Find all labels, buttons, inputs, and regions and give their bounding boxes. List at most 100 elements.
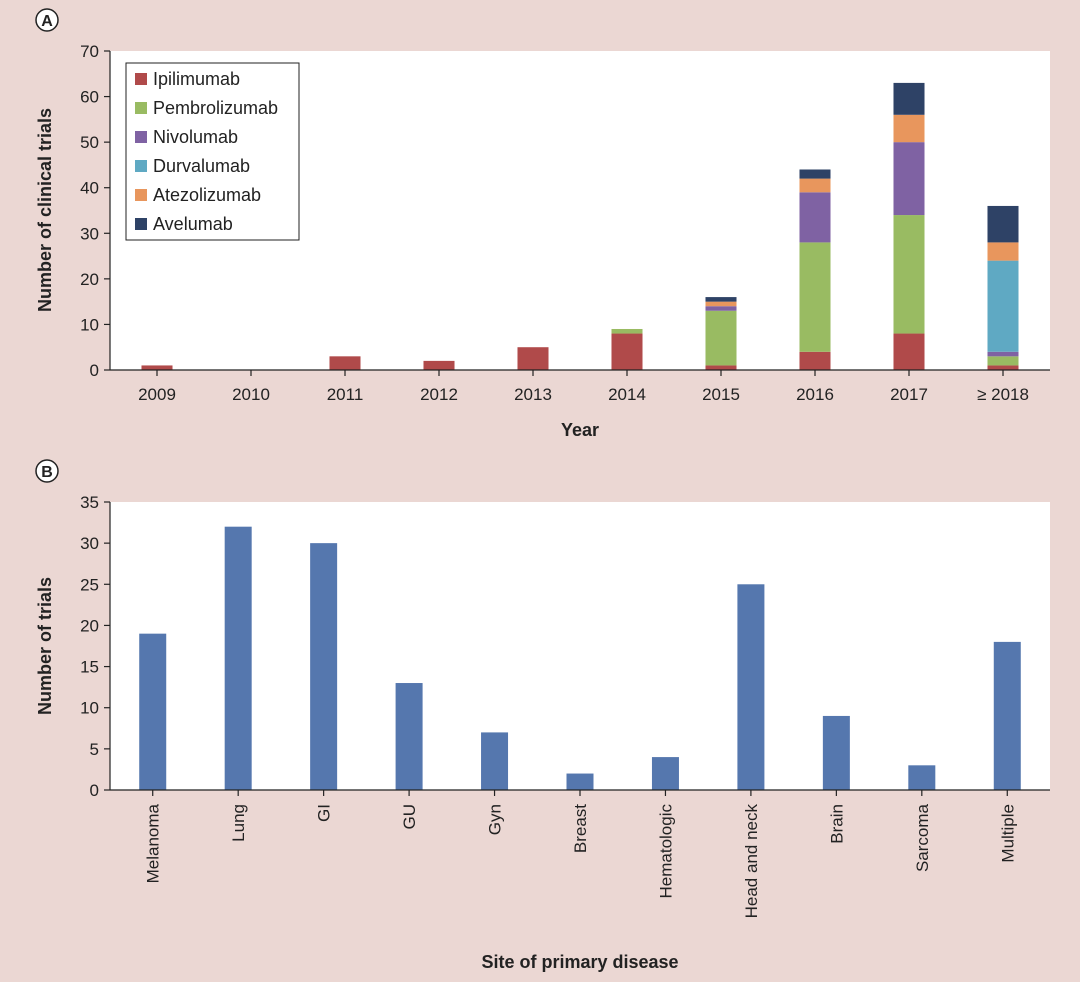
bar-pembrolizumab-2018 <box>987 356 1019 366</box>
bar-lung <box>224 526 252 790</box>
x-tick-label: Multiple <box>998 804 1017 863</box>
bar-atezolizumab-2016 <box>799 178 831 193</box>
legend-swatch-atezolizumab <box>135 189 147 201</box>
panel-a-label: A <box>41 13 53 30</box>
panel-a-y-axis-title: Number of clinical trials <box>35 108 55 312</box>
legend-swatch-avelumab <box>135 218 147 230</box>
panel-a-bars <box>141 82 1019 370</box>
x-tick-label: 2009 <box>138 385 176 404</box>
x-tick-label: ≥ 2018 <box>977 385 1029 404</box>
bar-atezolizumab-2018 <box>987 242 1019 261</box>
legend-swatch-durvalumab <box>135 160 147 172</box>
panel-b: B 0 5 10 15 20 25 30 35 Melanoma Lung GI GU Gyn Brea… <box>35 459 1050 972</box>
panel-a-legend: Ipilimumab Pembrolizumab Nivolumab Durvalum… <box>125 62 300 241</box>
panel-b-x-axis-title: Site of primary disease <box>481 952 678 972</box>
bar-multiple <box>993 641 1021 790</box>
y-tick-label: 20 <box>80 270 99 289</box>
y-tick-label: 0 <box>90 361 99 380</box>
bar-ipilimumab-2018 <box>987 365 1019 370</box>
bar-hematologic <box>651 757 679 790</box>
x-tick-label: Sarcoma <box>913 803 932 872</box>
bar-brain <box>822 715 850 790</box>
bar-nivolumab-2018 <box>987 351 1019 357</box>
bar-breast <box>566 773 594 790</box>
panel-a-x-ticks: 2009 2010 2011 2012 2013 2014 2015 2016 2017 ≥ 20… <box>138 370 1029 404</box>
bar-gi <box>310 543 338 790</box>
panel-b-y-axis-title: Number of trials <box>35 577 55 715</box>
y-tick-label: 10 <box>80 699 99 718</box>
bar-avelumab-2017 <box>893 82 925 115</box>
y-tick-label: 60 <box>80 88 99 107</box>
y-tick-label: 15 <box>80 658 99 677</box>
bar-pembrolizumab-2017 <box>893 215 925 334</box>
bar-atezolizumab-2017 <box>893 114 925 143</box>
legend-swatch-pembrolizumab <box>135 102 147 114</box>
panel-b-x-ticks: Melanoma Lung GI GU Gyn Breast Hematologic Head… <box>144 790 1017 919</box>
legend-label-avelumab: Avelumab <box>153 214 233 234</box>
y-tick-label: 30 <box>80 224 99 243</box>
legend-label-atezolizumab: Atezolizumab <box>153 185 261 205</box>
panel-b-label: B <box>41 464 53 481</box>
y-tick-label: 0 <box>90 781 99 800</box>
panel-b-plot-area <box>110 502 1050 790</box>
y-tick-label: 70 <box>80 42 99 61</box>
bar-ipilimumab-2011 <box>329 356 361 370</box>
legend-swatch-nivolumab <box>135 131 147 143</box>
x-tick-label: Gyn <box>486 804 505 835</box>
x-tick-label: Breast <box>571 804 590 853</box>
bar-avelumab-2016 <box>799 169 831 179</box>
x-tick-label: Lung <box>229 804 248 842</box>
y-tick-label: 40 <box>80 179 99 198</box>
x-tick-label: 2017 <box>890 385 928 404</box>
legend-box <box>125 62 300 241</box>
panel-b-bars <box>139 526 1021 790</box>
x-tick-label: Melanoma <box>144 803 163 883</box>
bar-nivolumab-2017 <box>893 142 925 216</box>
x-tick-label: Head and neck <box>742 804 761 919</box>
bar-pembrolizumab-2016 <box>799 242 831 352</box>
y-tick-label: 30 <box>80 534 99 553</box>
bar-melanoma <box>139 633 167 790</box>
legend-label-durvalumab: Durvalumab <box>153 156 250 176</box>
panel-b-badge <box>35 459 59 483</box>
bar-ipilimumab-2012 <box>423 360 455 370</box>
y-tick-label: 20 <box>80 616 99 635</box>
bar-ipilimumab-2015 <box>705 365 737 370</box>
y-tick-label: 5 <box>90 740 99 759</box>
bar-ipilimumab-2009 <box>141 365 173 370</box>
legend-label-nivolumab: Nivolumab <box>153 127 238 147</box>
x-tick-label: 2015 <box>702 385 740 404</box>
legend-swatch-ipilimumab <box>135 73 147 85</box>
x-tick-label: 2012 <box>420 385 458 404</box>
legend-label-pembrolizumab: Pembrolizumab <box>153 98 278 118</box>
bar-gu <box>395 683 423 790</box>
panel-a-x-axis-title: Year <box>561 420 599 440</box>
x-tick-label: 2016 <box>796 385 834 404</box>
bar-ipilimumab-2017 <box>893 333 925 370</box>
bar-sarcoma <box>908 765 936 790</box>
x-tick-label: 2014 <box>608 385 646 404</box>
legend-label-ipilimumab: Ipilimumab <box>153 69 240 89</box>
panel-a-y-ticks: 0 10 20 30 40 50 60 70 <box>80 42 110 380</box>
x-tick-label: GI <box>315 804 334 822</box>
x-tick-label: Hematologic <box>656 804 675 899</box>
bar-atezolizumab-2015 <box>705 301 737 307</box>
x-tick-label: GU <box>400 804 419 830</box>
bar-durvalumab-2018 <box>987 260 1019 352</box>
y-tick-label: 50 <box>80 133 99 152</box>
bar-ipilimumab-2013 <box>517 347 549 370</box>
x-tick-label: 2011 <box>327 385 364 404</box>
x-tick-label: 2013 <box>514 385 552 404</box>
x-tick-label: 2010 <box>232 385 270 404</box>
bar-avelumab-2015 <box>705 297 737 302</box>
bar-avelumab-2018 <box>987 205 1019 243</box>
bar-nivolumab-2015 <box>705 306 737 311</box>
y-tick-label: 10 <box>80 315 99 334</box>
bar-pembrolizumab-2015 <box>705 310 737 366</box>
panel-a-badge <box>35 8 59 32</box>
y-tick-label: 35 <box>80 493 99 512</box>
bar-pembrolizumab-2014 <box>611 328 643 334</box>
x-tick-label: Brain <box>827 804 846 844</box>
